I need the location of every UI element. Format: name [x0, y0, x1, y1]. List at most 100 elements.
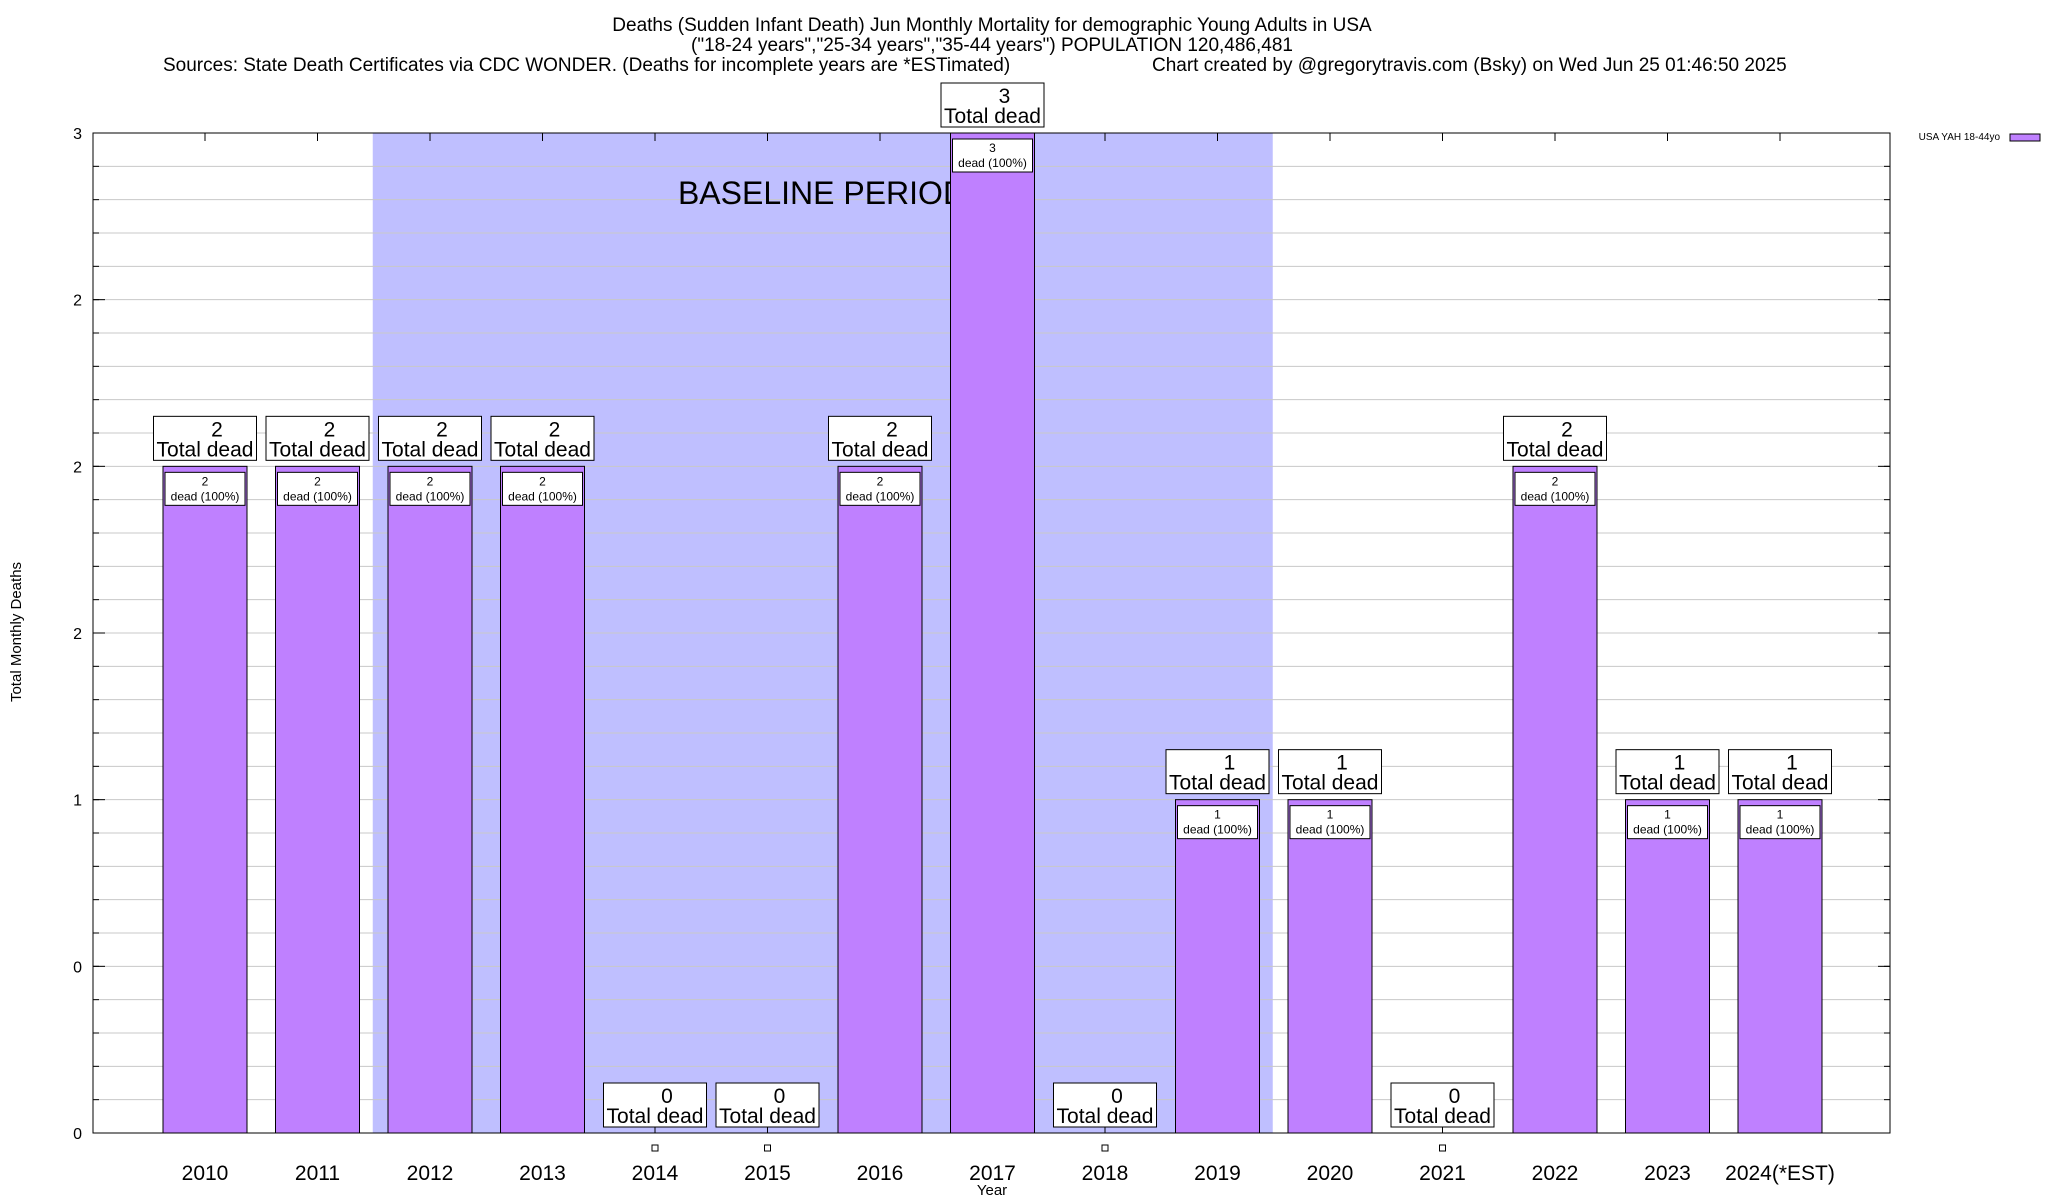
x-tick-label: 2022 [1532, 1162, 1579, 1185]
inner-label-suffix: dead (100%) [171, 489, 240, 503]
x-tick-label: 2011 [295, 1162, 340, 1185]
total-label-value: 3 [999, 85, 1011, 108]
x-tick-label: 2016 [857, 1162, 904, 1185]
total-label-suffix: Total dead [944, 105, 1041, 128]
zero-marker [1439, 1144, 1446, 1152]
total-label-suffix: Total dead [157, 438, 254, 461]
inner-label-suffix: dead (100%) [283, 489, 352, 503]
total-label-box [1278, 749, 1382, 795]
inner-label-box [502, 471, 583, 506]
total-label-suffix: Total dead [607, 1105, 704, 1128]
x-tick-label: 2017 [969, 1162, 1016, 1185]
inner-label-value: 3 [989, 141, 996, 155]
inner-label-box [164, 471, 246, 506]
bar [500, 465, 585, 1134]
bar [387, 465, 473, 1134]
x-axis-label: Year [977, 1182, 1007, 1199]
total-label-suffix: Total dead [382, 438, 479, 461]
total-label-value: 1 [1674, 752, 1686, 775]
total-label-box [1165, 749, 1270, 795]
chart-title-line-2: ("18-24 years","25-34 years","35-44 year… [691, 35, 1293, 56]
zero-marker [651, 1144, 659, 1152]
x-tick-label: 2023 [1644, 1162, 1691, 1185]
total-label-suffix: Total dead [1507, 438, 1604, 461]
inner-label-box [1739, 805, 1821, 840]
y-tick-label: 2 [73, 459, 82, 476]
total-label-value: 2 [1561, 418, 1573, 441]
y-axis-label: Total Monthly Deaths [8, 562, 25, 702]
total-label-box [378, 415, 482, 461]
inner-label-box [839, 471, 921, 506]
total-label-suffix: Total dead [1169, 772, 1266, 795]
total-label-box [1503, 415, 1607, 461]
inner-label-suffix: dead (100%) [958, 156, 1027, 170]
total-label-suffix: Total dead [832, 438, 929, 461]
total-label-value: 1 [1786, 752, 1798, 775]
zero-marker [1101, 1144, 1109, 1152]
y-tick-label: 0 [73, 1126, 82, 1143]
total-label-value: 0 [774, 1085, 786, 1108]
x-tick-label: 2010 [182, 1162, 229, 1185]
x-tick-label: 2018 [1082, 1162, 1129, 1185]
inner-label-box [389, 471, 471, 506]
total-label-value: 2 [211, 418, 223, 441]
total-label-suffix: Total dead [1732, 772, 1829, 795]
total-label-box [940, 82, 1045, 128]
inner-label-value: 2 [314, 474, 321, 488]
legend-label: USA YAH 18-44yo [1919, 132, 2001, 143]
bar [1175, 799, 1260, 1134]
inner-label-value: 1 [1777, 808, 1784, 822]
inner-label-value: 2 [1552, 474, 1559, 488]
legend-swatch [2009, 133, 2041, 142]
inner-label-suffix: dead (100%) [1296, 823, 1365, 837]
bar [1512, 465, 1598, 1134]
total-label-value: 0 [661, 1085, 673, 1108]
total-label-box [1390, 1082, 1495, 1128]
total-label-box [153, 415, 257, 461]
total-label-value: 1 [1224, 752, 1236, 775]
bar [950, 132, 1035, 1134]
y-tick-label: 3 [73, 126, 82, 143]
total-label-value: 2 [549, 418, 561, 441]
total-label-box [1053, 1082, 1157, 1128]
total-label-box [1728, 749, 1832, 795]
bar [162, 465, 248, 1134]
zero-marker [764, 1144, 771, 1152]
y-tick-label: 2 [73, 293, 82, 310]
total-label-box [603, 1082, 707, 1128]
inner-label-value: 2 [202, 474, 209, 488]
chart-title-line-1: Deaths (Sudden Infant Death) Jun Monthly… [612, 15, 1372, 36]
inner-label-box [1627, 805, 1708, 840]
x-tick-label: 2013 [519, 1162, 566, 1185]
inner-label-value: 2 [427, 474, 434, 488]
chart-source-line: Sources: State Death Certificates via CD… [163, 55, 1010, 76]
inner-label-box [1289, 805, 1371, 840]
bar [1287, 799, 1373, 1134]
x-tick-label: 2015 [744, 1162, 791, 1185]
bar [837, 465, 923, 1134]
total-label-value: 1 [1336, 752, 1348, 775]
inner-label-value: 1 [1327, 808, 1334, 822]
inner-label-value: 2 [877, 474, 884, 488]
inner-label-value: 1 [1214, 808, 1221, 822]
bar [1625, 799, 1710, 1134]
total-label-value: 0 [1449, 1085, 1461, 1108]
inner-label-suffix: dead (100%) [508, 489, 577, 503]
inner-label-suffix: dead (100%) [1746, 823, 1815, 837]
baseline-region-label: BASELINE PERIOD [678, 175, 966, 211]
bar [1737, 799, 1823, 1134]
inner-label-suffix: dead (100%) [396, 489, 465, 503]
inner-label-box [1514, 471, 1596, 506]
total-label-box [490, 415, 595, 461]
x-tick-label: 2012 [407, 1162, 454, 1185]
bar [275, 465, 360, 1134]
y-tick-label: 1 [73, 793, 82, 810]
inner-label-suffix: dead (100%) [1521, 489, 1590, 503]
total-label-box [265, 415, 370, 461]
inner-label-box [277, 471, 358, 506]
inner-label-box [952, 138, 1033, 173]
total-label-suffix: Total dead [1394, 1105, 1491, 1128]
y-tick-label: 0 [73, 959, 82, 976]
total-label-suffix: Total dead [269, 438, 366, 461]
